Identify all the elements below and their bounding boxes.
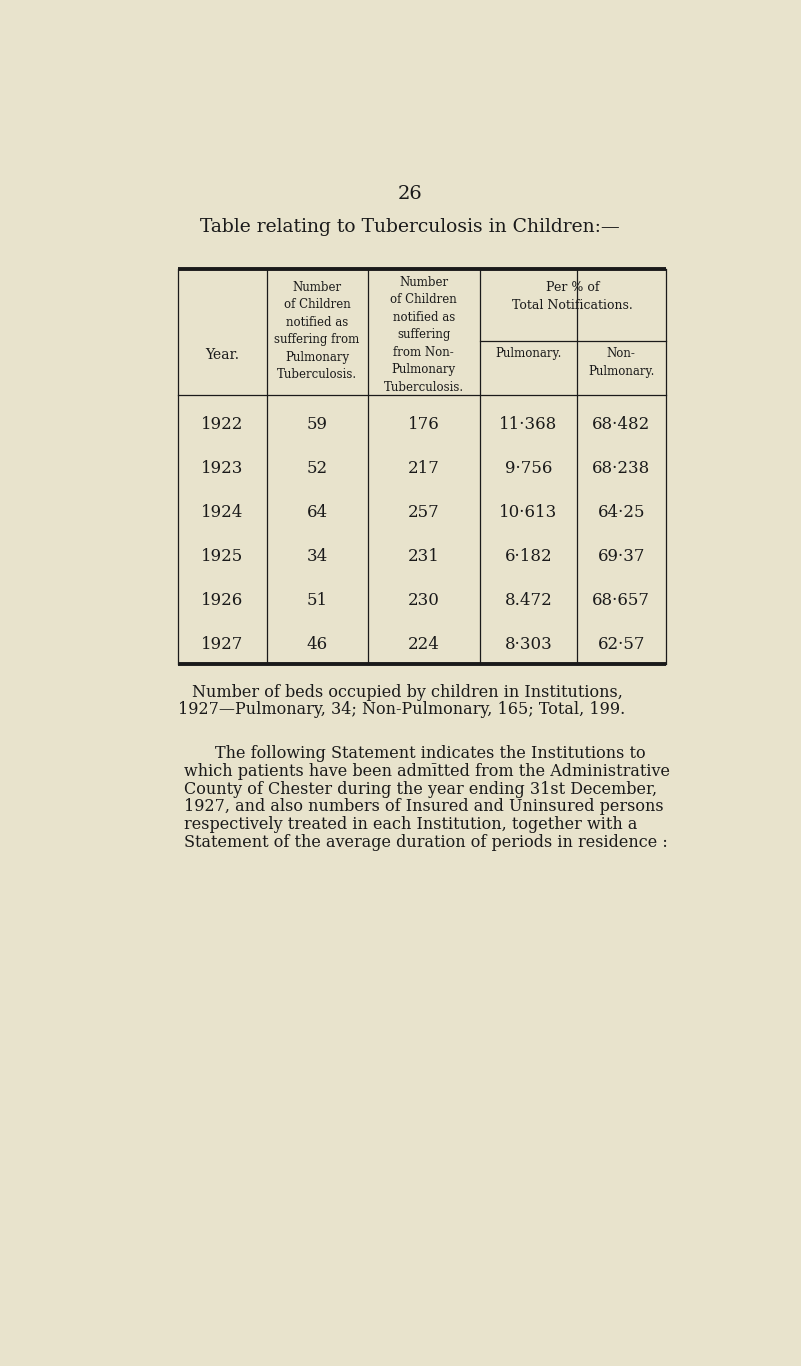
Text: 68·657: 68·657 [592,591,650,609]
Text: 9·756: 9·756 [505,460,552,477]
Text: 26: 26 [398,186,422,204]
Text: 1926: 1926 [201,591,244,609]
Text: respectively treated in each Institution, together with a: respectively treated in each Institution… [183,816,638,833]
Text: 8.472: 8.472 [505,591,552,609]
Text: 46: 46 [307,635,328,653]
Text: 62·57: 62·57 [598,635,645,653]
Text: Statement of the average duration of periods in residence :: Statement of the average duration of per… [183,833,667,851]
Text: 51: 51 [307,591,328,609]
Text: 8·303: 8·303 [505,635,552,653]
Text: 217: 217 [408,460,440,477]
Text: Number
of Children
notified as
suffering from
Pulmonary
Tuberculosis.: Number of Children notified as suffering… [275,281,360,381]
Text: 1927—Pulmonary, 34; Non-Pulmonary, 165; Total, 199.: 1927—Pulmonary, 34; Non-Pulmonary, 165; … [178,701,625,717]
Text: 64·25: 64·25 [598,504,645,520]
Text: 52: 52 [307,460,328,477]
Text: Table relating to Tuberculosis in Children:—: Table relating to Tuberculosis in Childr… [200,217,620,236]
Text: 1922: 1922 [201,417,244,433]
Text: 69·37: 69·37 [598,548,645,564]
Text: Pulmonary.: Pulmonary. [495,347,562,361]
Text: 1927: 1927 [201,635,244,653]
Text: 68·238: 68·238 [592,460,650,477]
Text: 11·368: 11·368 [499,417,557,433]
Text: 10·613: 10·613 [499,504,557,520]
Text: Year.: Year. [205,348,239,362]
Text: 231: 231 [408,548,440,564]
Text: 1925: 1925 [201,548,244,564]
Text: Number
of Children
notified as
suffering
from Non-
Pulmonary
Tuberculosis.: Number of Children notified as suffering… [384,276,464,393]
Text: 230: 230 [408,591,440,609]
Text: which patients have been admītted from the Administrative: which patients have been admītted from t… [183,764,670,780]
Text: 64: 64 [307,504,328,520]
Text: 34: 34 [307,548,328,564]
Text: 176: 176 [408,417,440,433]
Text: 68·482: 68·482 [592,417,650,433]
Text: County of Chester during the year ending 31st December,: County of Chester during the year ending… [183,781,657,798]
Text: Number of beds occupied by children in Institutions,: Number of beds occupied by children in I… [191,683,622,701]
Text: Non-
Pulmonary.: Non- Pulmonary. [588,347,654,377]
Text: 1924: 1924 [201,504,244,520]
Text: 1923: 1923 [201,460,244,477]
Text: The following Statement indicates the Institutions to: The following Statement indicates the In… [215,746,646,762]
Text: 224: 224 [408,635,440,653]
Text: 257: 257 [408,504,440,520]
Text: 6·182: 6·182 [505,548,552,564]
Text: 59: 59 [307,417,328,433]
Text: 1927, and also numbers of Insured and Uninsured persons: 1927, and also numbers of Insured and Un… [183,798,663,816]
Text: Per % of
Total Notifications.: Per % of Total Notifications. [513,281,634,311]
